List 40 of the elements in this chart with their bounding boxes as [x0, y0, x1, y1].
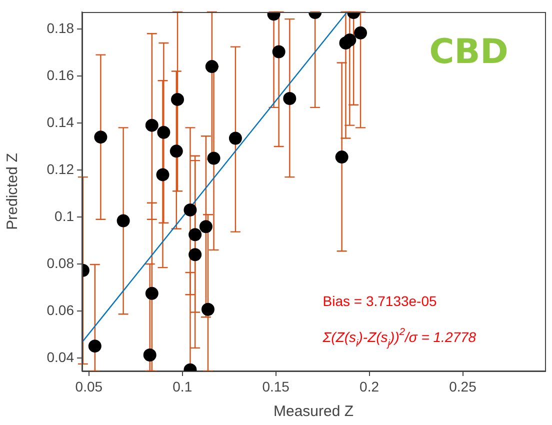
point	[188, 248, 202, 262]
point	[143, 348, 156, 362]
point	[188, 228, 202, 242]
y-tick-label: 0.14	[46, 114, 74, 130]
y-tick-label: 0.16	[46, 66, 74, 83]
point	[283, 92, 296, 106]
x-tick-label: 0.15	[262, 378, 290, 394]
point	[145, 286, 158, 300]
point	[171, 92, 184, 106]
y-tick-label: 0.04	[46, 348, 74, 365]
point	[205, 60, 218, 74]
point	[88, 340, 102, 353]
x-tick-label: 0.2	[360, 378, 380, 394]
x-tick-label: 0.25	[449, 378, 477, 394]
y-tick-label: 0.12	[46, 160, 74, 177]
point	[335, 150, 348, 164]
x-axis-title: Measured Z	[273, 403, 354, 420]
point	[170, 144, 183, 158]
point	[184, 203, 197, 216]
y-tick-label: 0.1	[54, 208, 74, 224]
annotation: Bias = 3.7133e-05	[322, 292, 438, 309]
x-tick-label: 0.1	[172, 378, 192, 394]
point	[199, 220, 212, 234]
y-tick-label: 0.18	[46, 20, 74, 36]
point	[116, 214, 130, 228]
point	[157, 126, 170, 139]
point	[207, 152, 220, 165]
y-tick-label: 0.08	[46, 254, 74, 271]
point	[272, 45, 286, 58]
point	[343, 33, 356, 46]
point	[145, 118, 158, 132]
text: CBD	[429, 32, 508, 72]
point	[201, 302, 214, 316]
point	[156, 168, 170, 182]
y-tick-label: 0.06	[46, 302, 74, 318]
point	[94, 130, 108, 144]
x-tick-label: 0.05	[75, 378, 103, 394]
y-axis-title: Predicted Z	[4, 153, 22, 230]
point	[228, 132, 242, 145]
point	[354, 26, 368, 40]
